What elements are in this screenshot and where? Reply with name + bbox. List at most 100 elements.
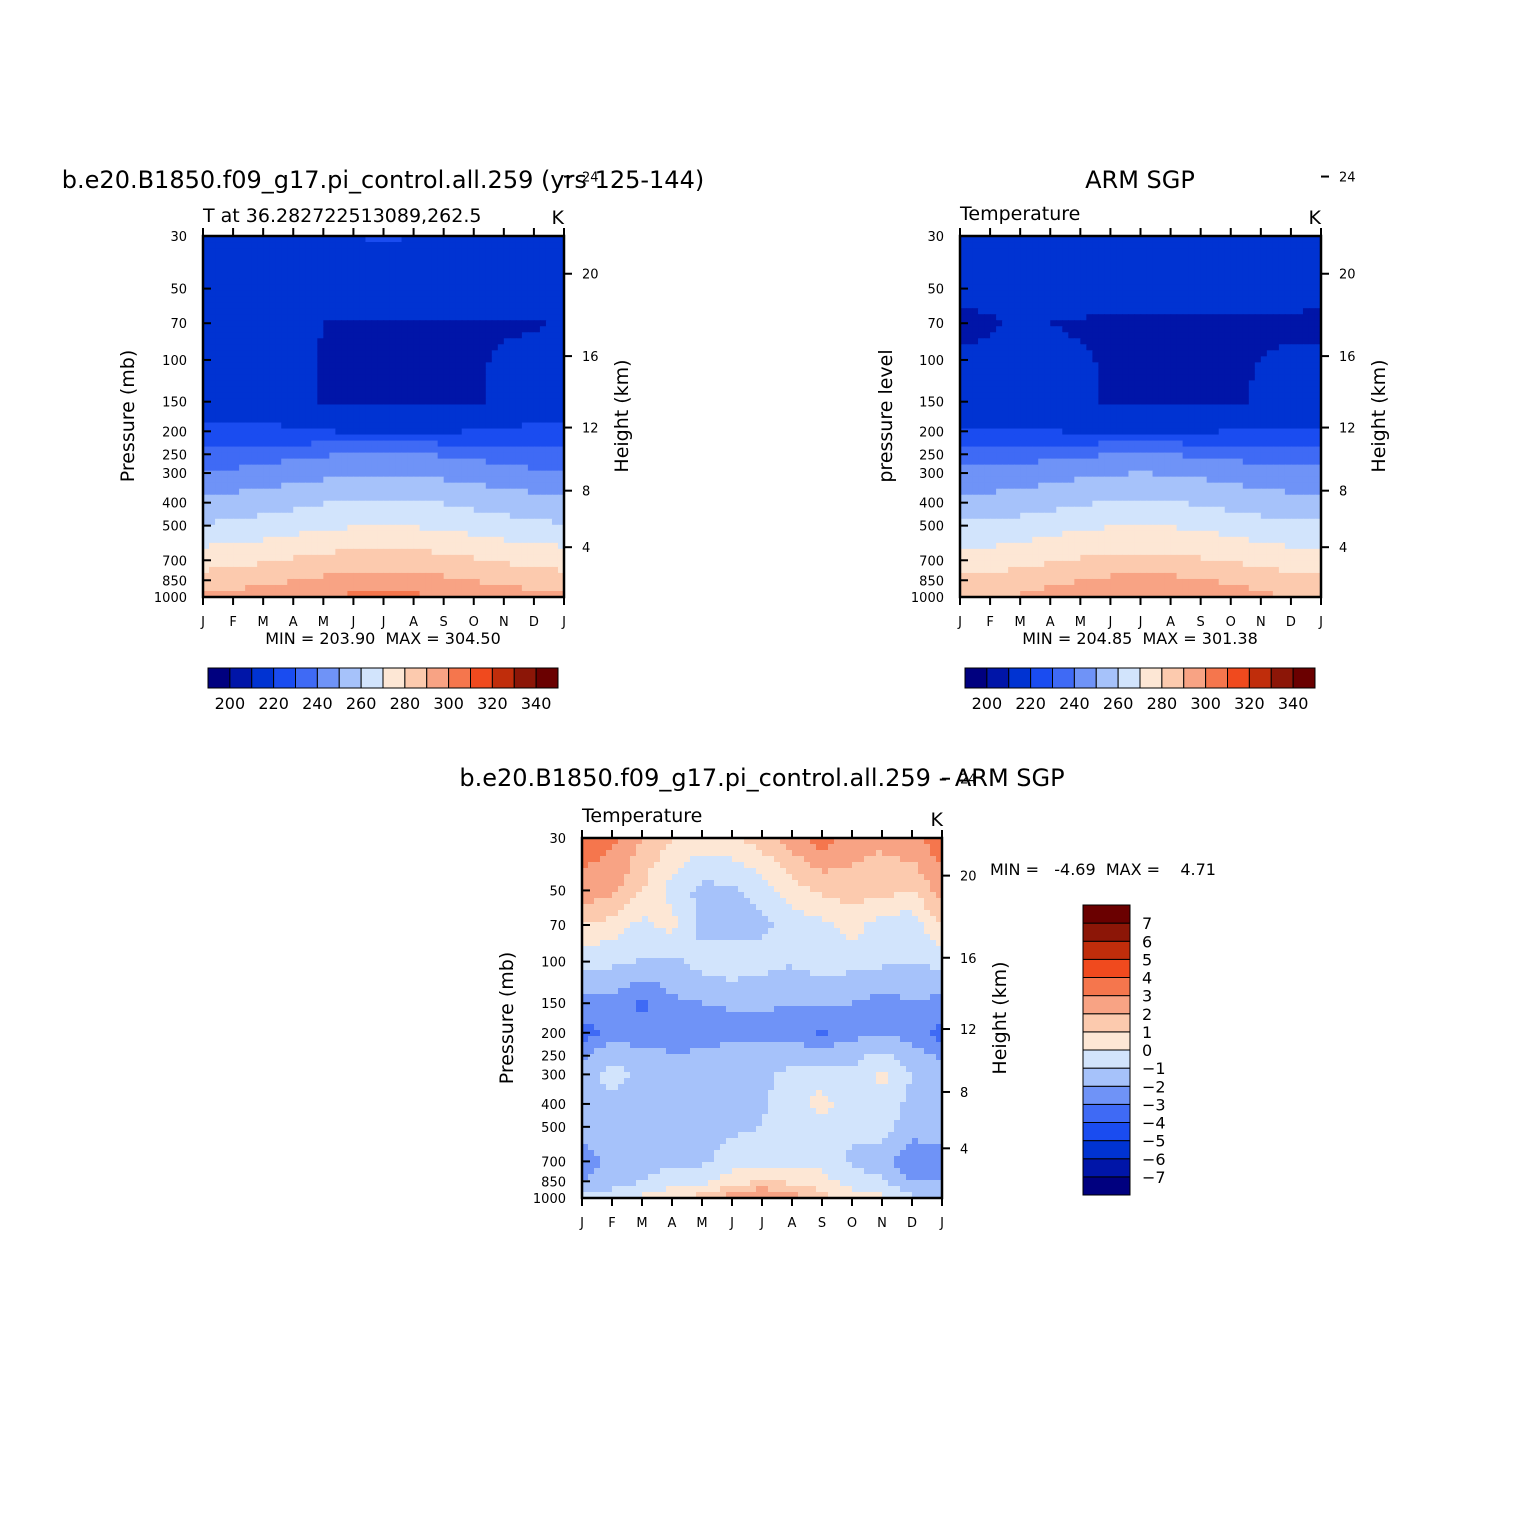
heatmap-cell	[353, 248, 361, 255]
heatmap-cell	[1182, 236, 1190, 243]
heatmap-cell	[239, 530, 246, 538]
heatmap-cell	[497, 404, 505, 412]
heatmap-cell	[461, 512, 469, 520]
heatmap-cell	[263, 428, 270, 436]
heatmap-cell	[551, 560, 559, 568]
heatmap-cell	[281, 482, 288, 490]
heatmap-cell	[221, 308, 228, 315]
heatmap-cell	[1230, 356, 1238, 363]
heatmap-cell	[1194, 248, 1202, 255]
heatmap-cell	[203, 278, 210, 285]
heatmap-cell	[1158, 290, 1166, 297]
heatmap-cell	[425, 380, 433, 388]
heatmap-cell	[221, 536, 228, 544]
heatmap-cell	[323, 362, 330, 369]
heatmap-cell	[509, 290, 517, 297]
heatmap-cell	[371, 254, 379, 261]
heatmap-cell	[215, 434, 222, 442]
heatmap-cell	[503, 272, 511, 279]
panel-model-subtitle: T at 36.282722513089,262.5	[202, 205, 482, 227]
heatmap-cell	[425, 290, 433, 297]
heatmap-cell	[545, 416, 553, 424]
heatmap-cell	[323, 446, 330, 454]
heatmap-cell	[509, 470, 517, 478]
heatmap-cell	[984, 362, 991, 369]
heatmap-cell	[978, 266, 985, 273]
heatmap-cell	[1182, 314, 1190, 321]
heatmap-cell	[377, 338, 385, 345]
heatmap-cell	[383, 284, 391, 291]
heatmap-cell	[1092, 284, 1099, 291]
heatmap-cell	[443, 374, 451, 381]
heatmap-cell	[521, 248, 529, 255]
heatmap-cell	[515, 356, 523, 363]
heatmap-cell	[1020, 272, 1027, 279]
heatmap-cell	[383, 428, 391, 436]
heatmap-cell	[353, 542, 361, 550]
heatmap-cell	[209, 446, 216, 454]
x-tick-label: N	[499, 615, 509, 630]
heatmap-cell	[203, 464, 210, 472]
heatmap-cell	[1290, 302, 1298, 309]
heatmap-cell	[1044, 236, 1051, 243]
heatmap-cell	[275, 398, 282, 406]
heatmap-cell	[245, 290, 252, 297]
heatmap-cell	[1188, 308, 1196, 315]
heatmap-cell	[1110, 266, 1118, 273]
heatmap-cell	[293, 446, 300, 454]
heatmap-cell	[485, 440, 493, 448]
heatmap-cell	[335, 518, 342, 526]
heatmap-cell	[425, 236, 433, 243]
heatmap-cell	[1152, 260, 1160, 267]
heatmap-cell	[245, 380, 252, 388]
heatmap-cell	[263, 578, 270, 586]
heatmap-cell	[383, 248, 391, 255]
heatmap-cell	[479, 386, 487, 394]
heatmap-cell	[1140, 254, 1148, 261]
heatmap-cell	[221, 476, 228, 484]
heatmap-cell	[521, 524, 529, 532]
heatmap-cell	[1230, 278, 1238, 285]
heatmap-cell	[545, 554, 553, 562]
heatmap-cell	[1002, 272, 1009, 279]
heatmap-cell	[972, 302, 979, 309]
heatmap-cell	[1224, 344, 1232, 351]
heatmap-cell	[299, 332, 306, 339]
heatmap-cell	[203, 254, 210, 261]
panel-model-ylabel-right: Height (km)	[611, 359, 633, 472]
heatmap-cell	[329, 362, 336, 369]
heatmap-cell	[383, 422, 391, 430]
heatmap-cell	[485, 560, 493, 568]
heatmap-cell	[527, 464, 535, 472]
heatmap-cell	[1026, 344, 1033, 351]
heatmap-cell	[425, 320, 433, 327]
heatmap-cell	[299, 548, 306, 556]
heatmap-cell	[491, 404, 499, 412]
heatmap-cell	[335, 428, 342, 436]
heatmap-cell	[401, 344, 409, 351]
heatmap-cell	[311, 548, 318, 556]
heatmap-cell	[395, 554, 403, 562]
colorbar-swatch	[338, 667, 362, 689]
heatmap-cell	[551, 272, 559, 279]
heatmap-cell	[479, 428, 487, 436]
heatmap-cell	[1302, 242, 1310, 249]
heatmap-cell	[551, 242, 559, 249]
heatmap-cell	[347, 416, 355, 424]
heatmap-cell	[1140, 332, 1148, 339]
heatmap-cell	[1194, 242, 1202, 249]
heatmap-cell	[401, 584, 409, 592]
heatmap-cell	[437, 272, 445, 279]
heatmap-cell	[1104, 266, 1112, 273]
heatmap-cell	[1074, 338, 1081, 345]
heatmap-cell	[533, 530, 541, 538]
heatmap-cell	[365, 476, 373, 484]
heatmap-cell	[353, 284, 361, 291]
heatmap-cell	[347, 518, 355, 526]
heatmap-cell	[341, 290, 348, 297]
heatmap-cell	[275, 260, 282, 267]
heatmap-cell	[509, 494, 517, 502]
heatmap-cell	[389, 584, 397, 592]
heatmap-cell	[407, 236, 415, 243]
heatmap-cell	[1038, 242, 1045, 249]
